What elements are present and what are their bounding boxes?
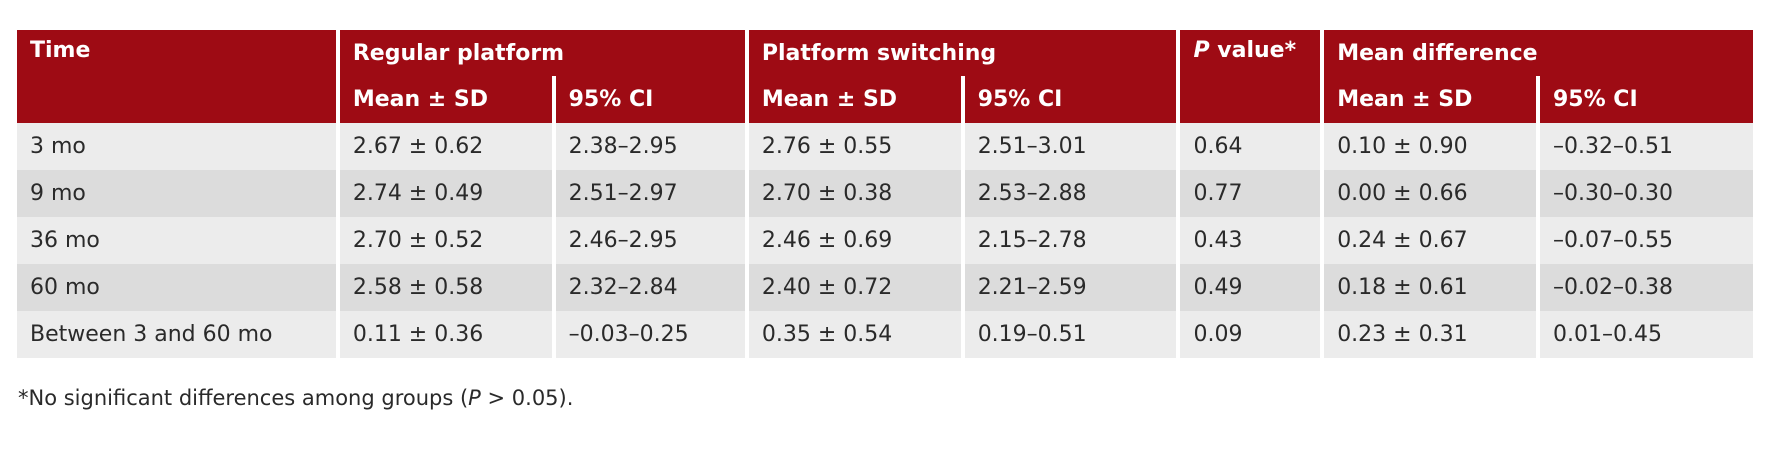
cell-md-mean: 0.23 ± 0.31 xyxy=(1324,311,1536,358)
header-p-value: P value* xyxy=(1180,30,1321,123)
table-row: 36 mo 2.70 ± 0.52 2.46–2.95 2.46 ± 0.69 … xyxy=(17,217,1753,264)
cell-p-value: 0.09 xyxy=(1180,311,1321,358)
cell-rp-ci: 2.51–2.97 xyxy=(555,170,745,217)
subheader-rp-mean-sd: Mean ± SD xyxy=(339,76,552,123)
cell-rp-mean: 0.11 ± 0.36 xyxy=(339,311,552,358)
cell-time: Between 3 and 60 mo xyxy=(17,311,336,358)
cell-ps-mean: 2.76 ± 0.55 xyxy=(748,123,961,170)
cell-rp-ci: 2.46–2.95 xyxy=(555,217,745,264)
cell-rp-mean: 2.58 ± 0.58 xyxy=(339,264,552,311)
table-body: 3 mo 2.67 ± 0.62 2.38–2.95 2.76 ± 0.55 2… xyxy=(17,123,1753,358)
cell-md-mean: 0.18 ± 0.61 xyxy=(1324,264,1536,311)
cell-rp-mean: 2.74 ± 0.49 xyxy=(339,170,552,217)
header-platform-switching: Platform switching xyxy=(748,30,1177,76)
cell-rp-mean: 2.67 ± 0.62 xyxy=(339,123,552,170)
cell-ps-mean: 0.35 ± 0.54 xyxy=(748,311,961,358)
cell-time: 9 mo xyxy=(17,170,336,217)
table-row: 60 mo 2.58 ± 0.58 2.32–2.84 2.40 ± 0.72 … xyxy=(17,264,1753,311)
cell-md-ci: –0.07–0.55 xyxy=(1539,217,1753,264)
subheader-ps-ci: 95% CI xyxy=(964,76,1177,123)
table-row: Between 3 and 60 mo 0.11 ± 0.36 –0.03–0.… xyxy=(17,311,1753,358)
table-header: Time Regular platform Platform switching… xyxy=(17,30,1753,123)
p-value-label: value* xyxy=(1209,38,1297,63)
header-mean-difference: Mean difference xyxy=(1324,30,1753,76)
cell-ps-ci: 2.51–3.01 xyxy=(964,123,1177,170)
header-time: Time xyxy=(17,30,336,123)
cell-time: 36 mo xyxy=(17,217,336,264)
cell-md-ci: 0.01–0.45 xyxy=(1539,311,1753,358)
cell-rp-ci: 2.32–2.84 xyxy=(555,264,745,311)
cell-p-value: 0.64 xyxy=(1180,123,1321,170)
cell-p-value: 0.49 xyxy=(1180,264,1321,311)
table-row: 9 mo 2.74 ± 0.49 2.51–2.97 2.70 ± 0.38 2… xyxy=(17,170,1753,217)
cell-rp-mean: 2.70 ± 0.52 xyxy=(339,217,552,264)
cell-md-mean: 0.10 ± 0.90 xyxy=(1324,123,1536,170)
cell-md-ci: –0.30–0.30 xyxy=(1539,170,1753,217)
cell-ps-ci: 2.21–2.59 xyxy=(964,264,1177,311)
footnote-text-before: *No significant differences among groups… xyxy=(18,386,469,410)
cell-p-value: 0.77 xyxy=(1180,170,1321,217)
cell-rp-ci: –0.03–0.25 xyxy=(555,311,745,358)
p-symbol: P xyxy=(1193,38,1210,63)
footnote-text-after: > 0.05). xyxy=(480,386,574,410)
subheader-rp-ci: 95% CI xyxy=(555,76,745,123)
cell-time: 60 mo xyxy=(17,264,336,311)
cell-ps-ci: 2.15–2.78 xyxy=(964,217,1177,264)
table-footnote: *No significant differences among groups… xyxy=(18,386,573,410)
subheader-md-ci: 95% CI xyxy=(1539,76,1753,123)
cell-p-value: 0.43 xyxy=(1180,217,1321,264)
results-table: Time Regular platform Platform switching… xyxy=(13,30,1757,358)
cell-ps-mean: 2.46 ± 0.69 xyxy=(748,217,961,264)
cell-ps-ci: 0.19–0.51 xyxy=(964,311,1177,358)
cell-md-mean: 0.24 ± 0.67 xyxy=(1324,217,1536,264)
cell-md-ci: –0.02–0.38 xyxy=(1539,264,1753,311)
cell-ps-mean: 2.70 ± 0.38 xyxy=(748,170,961,217)
subheader-ps-mean-sd: Mean ± SD xyxy=(748,76,961,123)
subheader-md-mean-sd: Mean ± SD xyxy=(1324,76,1536,123)
footnote-p-symbol: P xyxy=(468,386,481,410)
table-row: 3 mo 2.67 ± 0.62 2.38–2.95 2.76 ± 0.55 2… xyxy=(17,123,1753,170)
cell-md-mean: 0.00 ± 0.66 xyxy=(1324,170,1536,217)
header-regular-platform: Regular platform xyxy=(339,30,745,76)
cell-ps-mean: 2.40 ± 0.72 xyxy=(748,264,961,311)
cell-md-ci: –0.32–0.51 xyxy=(1539,123,1753,170)
cell-ps-ci: 2.53–2.88 xyxy=(964,170,1177,217)
cell-time: 3 mo xyxy=(17,123,336,170)
cell-rp-ci: 2.38–2.95 xyxy=(555,123,745,170)
